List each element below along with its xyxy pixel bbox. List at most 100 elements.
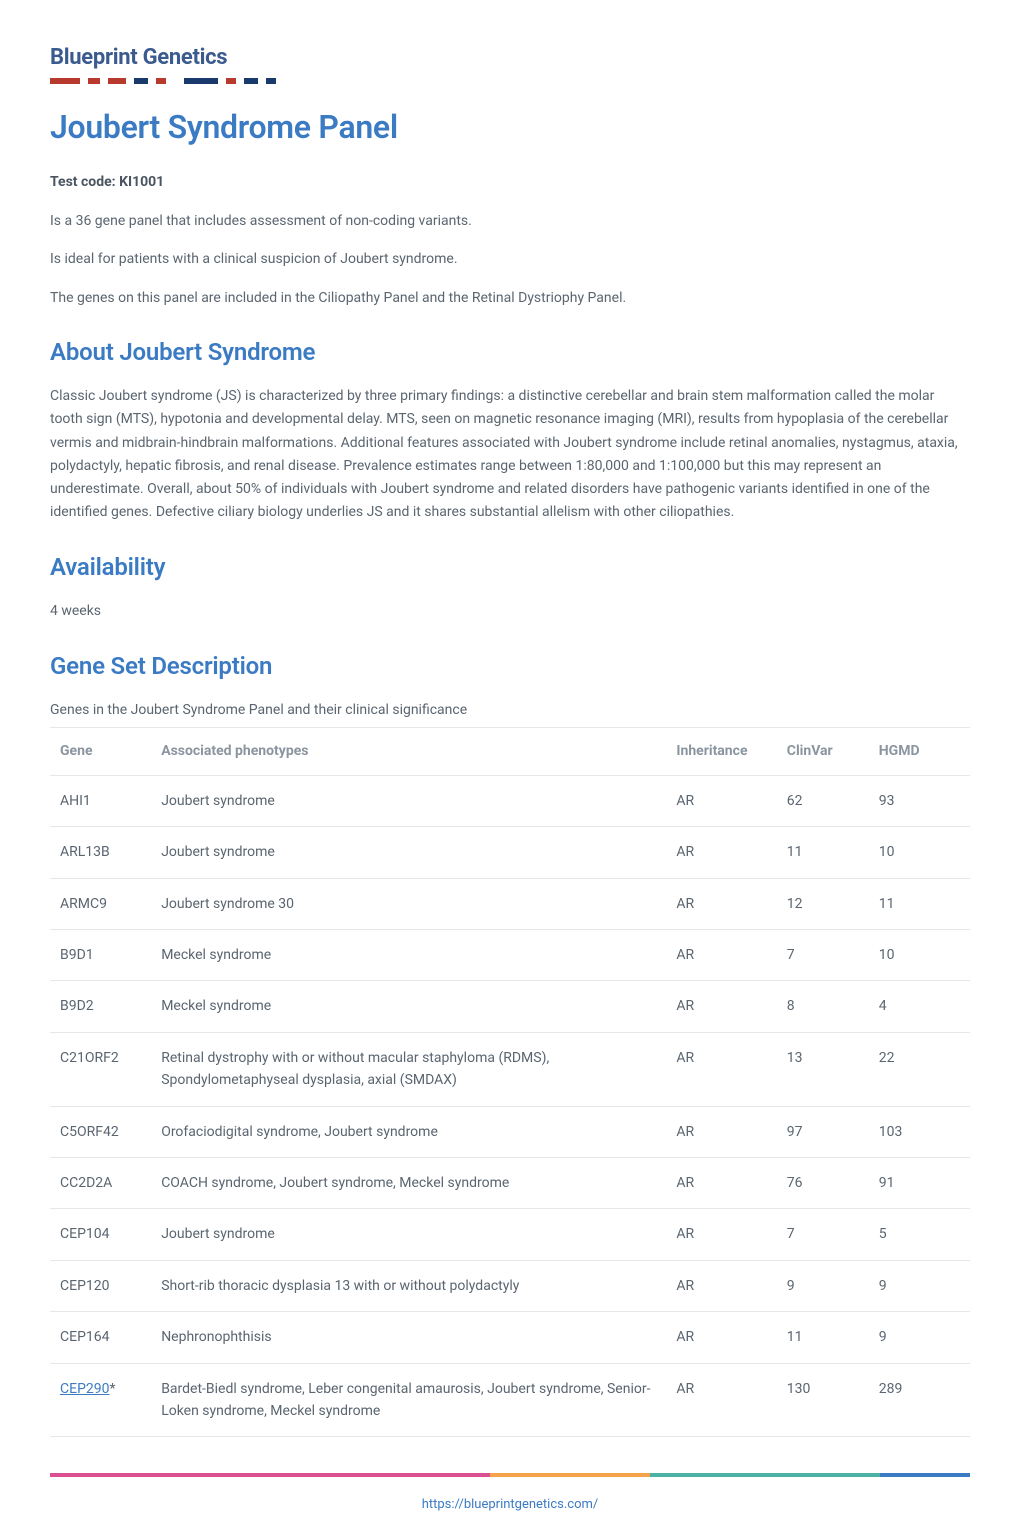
footer-rule-segment <box>650 1473 880 1477</box>
cell-inheritance: AR <box>666 1157 776 1208</box>
table-row: C21ORF2Retinal dystrophy with or without… <box>50 1032 970 1106</box>
table-header-row: Gene Associated phenotypes Inheritance C… <box>50 728 970 775</box>
cell-gene: B9D2 <box>50 981 151 1032</box>
cell-clinvar: 12 <box>777 878 869 929</box>
cell-hgmd: 91 <box>869 1157 970 1208</box>
cell-hgmd: 93 <box>869 775 970 826</box>
footer-rule-segment <box>50 1473 490 1477</box>
gene-table-body: AHI1Joubert syndromeAR6293ARL13BJoubert … <box>50 775 970 1436</box>
table-row: ARMC9Joubert syndrome 30AR1211 <box>50 878 970 929</box>
table-row: CEP120Short-rib thoracic dysplasia 13 wi… <box>50 1260 970 1311</box>
col-header-inh: Inheritance <box>666 728 776 775</box>
cell-inheritance: AR <box>666 775 776 826</box>
logo-bar-segment <box>88 78 100 84</box>
cell-inheritance: AR <box>666 930 776 981</box>
brand-logo-bars <box>50 78 970 84</box>
cell-phenotype: Bardet-Biedl syndrome, Leber congenital … <box>151 1363 666 1437</box>
table-row: ARL13BJoubert syndromeAR1110 <box>50 827 970 878</box>
cell-gene: ARMC9 <box>50 878 151 929</box>
availability-heading: Availability <box>50 548 970 586</box>
cell-clinvar: 7 <box>777 1209 869 1260</box>
cell-hgmd: 11 <box>869 878 970 929</box>
cell-gene: C5ORF42 <box>50 1106 151 1157</box>
about-text: Classic Joubert syndrome (JS) is charact… <box>50 385 970 524</box>
logo-bar-segment <box>226 78 236 84</box>
col-header-cv: ClinVar <box>777 728 869 775</box>
about-heading: About Joubert Syndrome <box>50 333 970 371</box>
cell-gene: CEP120 <box>50 1260 151 1311</box>
cell-inheritance: AR <box>666 1209 776 1260</box>
table-caption: Genes in the Joubert Syndrome Panel and … <box>50 699 970 721</box>
cell-clinvar: 11 <box>777 827 869 878</box>
col-header-hgmd: HGMD <box>869 728 970 775</box>
cell-inheritance: AR <box>666 827 776 878</box>
footer-url: https://blueprintgenetics.com/ <box>50 1495 970 1516</box>
cell-gene: B9D1 <box>50 930 151 981</box>
cell-gene: ARL13B <box>50 827 151 878</box>
logo-bar-segment <box>156 78 166 84</box>
logo-bar-segment <box>50 78 80 84</box>
logo-bar-segment <box>134 78 148 84</box>
cell-clinvar: 8 <box>777 981 869 1032</box>
footer-rule <box>50 1473 970 1477</box>
cell-hgmd: 289 <box>869 1363 970 1437</box>
availability-text: 4 weeks <box>50 600 970 622</box>
cell-gene: CEP290* <box>50 1363 151 1437</box>
table-row: B9D2Meckel syndromeAR84 <box>50 981 970 1032</box>
cell-phenotype: Orofaciodigital syndrome, Joubert syndro… <box>151 1106 666 1157</box>
page-title: Joubert Syndrome Panel <box>50 102 970 153</box>
cell-inheritance: AR <box>666 878 776 929</box>
cell-phenotype: Joubert syndrome <box>151 775 666 826</box>
cell-hgmd: 9 <box>869 1312 970 1363</box>
logo-bar-segment <box>127 78 133 84</box>
intro-para: Is a 36 gene panel that includes assessm… <box>50 210 970 232</box>
table-row: CEP104Joubert syndromeAR75 <box>50 1209 970 1260</box>
brand-logo: Blueprint Genetics <box>50 40 970 84</box>
cell-hgmd: 4 <box>869 981 970 1032</box>
cell-hgmd: 5 <box>869 1209 970 1260</box>
col-header-gene: Gene <box>50 728 151 775</box>
cell-clinvar: 7 <box>777 930 869 981</box>
cell-inheritance: AR <box>666 1032 776 1106</box>
intro-para: The genes on this panel are included in … <box>50 287 970 309</box>
cell-phenotype: Short-rib thoracic dysplasia 13 with or … <box>151 1260 666 1311</box>
table-row: AHI1Joubert syndromeAR6293 <box>50 775 970 826</box>
cell-clinvar: 62 <box>777 775 869 826</box>
table-row: B9D1Meckel syndromeAR710 <box>50 930 970 981</box>
cell-clinvar: 76 <box>777 1157 869 1208</box>
logo-bar-segment <box>184 78 218 84</box>
test-code-label: Test code: KI1001 <box>50 171 970 193</box>
logo-bar-segment <box>219 78 225 84</box>
logo-bar-segment <box>149 78 155 84</box>
intro-para: Is ideal for patients with a clinical su… <box>50 248 970 270</box>
cell-phenotype: Nephronophthisis <box>151 1312 666 1363</box>
cell-inheritance: AR <box>666 1260 776 1311</box>
cell-phenotype: Meckel syndrome <box>151 930 666 981</box>
footer-rule-segment <box>880 1473 970 1477</box>
logo-bar-segment <box>108 78 126 84</box>
cell-inheritance: AR <box>666 1312 776 1363</box>
cell-hgmd: 10 <box>869 930 970 981</box>
logo-bar-segment <box>266 78 276 84</box>
table-row: CEP164NephronophthisisAR119 <box>50 1312 970 1363</box>
logo-bar-segment <box>259 78 265 84</box>
cell-inheritance: AR <box>666 1106 776 1157</box>
gene-table: Gene Associated phenotypes Inheritance C… <box>50 727 970 1437</box>
cell-hgmd: 22 <box>869 1032 970 1106</box>
cell-clinvar: 13 <box>777 1032 869 1106</box>
logo-bar-segment <box>81 78 87 84</box>
cell-gene: C21ORF2 <box>50 1032 151 1106</box>
cell-phenotype: Joubert syndrome <box>151 1209 666 1260</box>
cell-hgmd: 103 <box>869 1106 970 1157</box>
cell-clinvar: 130 <box>777 1363 869 1437</box>
cell-inheritance: AR <box>666 981 776 1032</box>
cell-clinvar: 9 <box>777 1260 869 1311</box>
cell-phenotype: COACH syndrome, Joubert syndrome, Meckel… <box>151 1157 666 1208</box>
brand-logo-text: Blueprint Genetics <box>50 40 970 75</box>
table-row: CC2D2ACOACH syndrome, Joubert syndrome, … <box>50 1157 970 1208</box>
cell-hgmd: 9 <box>869 1260 970 1311</box>
cell-phenotype: Meckel syndrome <box>151 981 666 1032</box>
gene-set-heading: Gene Set Description <box>50 647 970 685</box>
cell-phenotype: Retinal dystrophy with or without macula… <box>151 1032 666 1106</box>
gene-link[interactable]: CEP290 <box>60 1381 110 1397</box>
